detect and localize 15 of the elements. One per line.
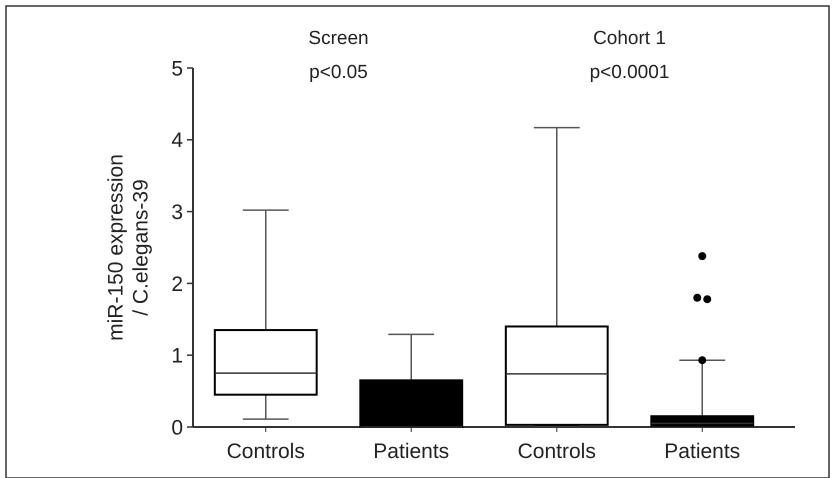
y-tick-label: 2 — [171, 272, 183, 296]
annotation: p<0.0001 — [590, 62, 670, 83]
y-tick-label: 0 — [171, 416, 183, 440]
x-tick-label: Controls — [518, 440, 596, 463]
text: Screen — [308, 28, 369, 49]
annotation: p<0.05 — [309, 62, 368, 83]
y-tick-label: 3 — [171, 200, 183, 224]
text: Cohort 1 — [593, 28, 666, 49]
y-tick-label: 5 — [171, 57, 183, 80]
y-tick-label: 4 — [171, 129, 184, 152]
x-tick-label: Patients — [373, 440, 450, 463]
x-tick-label: Patients — [664, 440, 740, 463]
x-tick-label: Controls — [226, 440, 305, 463]
y-axis-title: miR-150 expression / C.elegans-39 — [104, 154, 153, 341]
y-tick-label: 1 — [171, 344, 183, 368]
